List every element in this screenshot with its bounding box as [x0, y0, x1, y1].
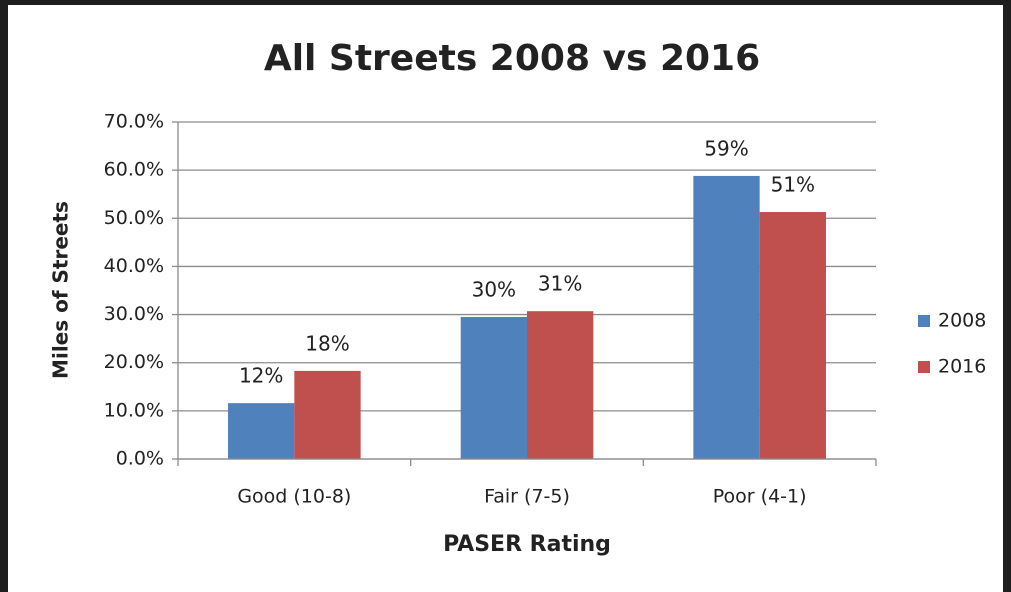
y-tick-label: 20.0% [104, 351, 164, 373]
bar [693, 175, 760, 460]
y-tick-label: 70.0% [104, 111, 164, 133]
chart-background [8, 5, 1003, 592]
data-label: 12% [239, 364, 283, 388]
legend-swatch [918, 361, 930, 373]
y-tick-label: 10.0% [104, 399, 164, 421]
data-label: 51% [771, 173, 815, 197]
data-label: 30% [472, 277, 516, 301]
x-tick-label: Poor (4-1) [713, 486, 807, 508]
y-tick-label: 60.0% [104, 159, 164, 181]
data-label: 31% [538, 272, 582, 296]
bar [228, 403, 295, 459]
y-tick-label: 50.0% [104, 207, 164, 229]
x-axis-label: PASER Rating [443, 532, 611, 557]
bar [460, 316, 527, 459]
legend-swatch [918, 315, 930, 327]
chart-title: All Streets 2008 vs 2016 [264, 38, 760, 79]
x-tick-label: Good (10-8) [237, 486, 351, 508]
y-tick-label: 0.0% [116, 448, 164, 470]
legend-label: 2016 [938, 356, 986, 378]
data-label: 18% [305, 331, 349, 355]
y-tick-label: 30.0% [104, 303, 164, 325]
bar [759, 212, 826, 459]
bar [527, 311, 594, 459]
data-label: 59% [704, 136, 748, 160]
legend-label: 2008 [938, 310, 986, 332]
y-tick-label: 40.0% [104, 255, 164, 277]
x-tick-label: Fair (7-5) [484, 486, 570, 508]
y-axis-label: Miles of Streets [49, 201, 73, 379]
bar [294, 370, 361, 459]
